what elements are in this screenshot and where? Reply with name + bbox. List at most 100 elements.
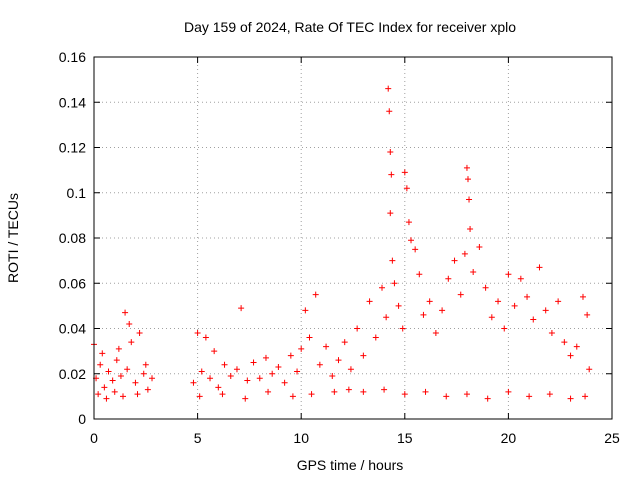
data-point <box>316 361 323 368</box>
data-point <box>463 391 470 398</box>
data-point <box>345 386 352 393</box>
data-point <box>196 393 203 400</box>
data-point <box>388 171 395 178</box>
data-point <box>524 293 531 300</box>
data-point <box>405 219 412 226</box>
x-tick-label: 5 <box>194 430 202 446</box>
data-point <box>461 250 468 257</box>
data-point <box>117 373 124 380</box>
data-point <box>219 391 226 398</box>
data-point <box>287 352 294 359</box>
data-point <box>103 395 110 402</box>
data-point <box>399 325 406 332</box>
data-point <box>269 370 276 377</box>
data-point <box>329 373 336 380</box>
data-point <box>505 388 512 395</box>
data-point <box>194 330 201 337</box>
data-point <box>109 377 116 384</box>
y-tick-label: 0.14 <box>59 94 86 110</box>
data-point <box>432 330 439 337</box>
data-point <box>561 339 568 346</box>
x-tick-label: 20 <box>501 430 517 446</box>
x-tick-label: 10 <box>293 430 309 446</box>
y-tick-label: 0.08 <box>59 230 86 246</box>
data-point <box>579 293 586 300</box>
data-point <box>207 375 214 382</box>
data-point <box>463 164 470 171</box>
data-point <box>401 391 408 398</box>
data-point <box>244 377 251 384</box>
data-point <box>383 314 390 321</box>
data-point <box>115 345 122 352</box>
y-axis-label: ROTI / TECUs <box>5 193 21 283</box>
data-point <box>439 307 446 314</box>
data-point <box>221 361 228 368</box>
data-point <box>426 298 433 305</box>
data-point <box>536 264 543 271</box>
data-point <box>467 225 474 232</box>
y-tick-label: 0.16 <box>59 49 86 65</box>
data-point <box>198 368 205 375</box>
data-point <box>573 343 580 350</box>
data-point <box>312 291 319 298</box>
data-point <box>95 391 102 398</box>
data-point <box>124 366 131 373</box>
data-point <box>294 368 301 375</box>
x-tick-label: 0 <box>90 430 98 446</box>
data-point <box>470 268 477 275</box>
data-point <box>386 108 393 115</box>
data-point <box>403 185 410 192</box>
data-point <box>120 393 127 400</box>
data-point <box>238 305 245 312</box>
data-point <box>132 379 139 386</box>
data-point <box>233 366 240 373</box>
data-point <box>144 386 151 393</box>
data-point <box>526 393 533 400</box>
data-point <box>360 388 367 395</box>
y-tick-label: 0 <box>78 411 86 427</box>
data-point <box>306 334 313 341</box>
data-point <box>140 370 147 377</box>
data-point <box>584 311 591 318</box>
data-point <box>354 325 361 332</box>
data-point <box>379 284 386 291</box>
data-point <box>323 343 330 350</box>
data-point <box>476 244 483 251</box>
data-point <box>457 291 464 298</box>
data-point <box>111 388 118 395</box>
data-point <box>445 275 452 282</box>
data-point <box>308 391 315 398</box>
data-point <box>586 366 593 373</box>
data-point <box>484 395 491 402</box>
data-point <box>149 375 156 382</box>
data-point <box>113 357 120 364</box>
data-point <box>542 307 549 314</box>
data-point <box>530 316 537 323</box>
data-point <box>451 257 458 264</box>
data-point <box>97 361 104 368</box>
data-point <box>555 298 562 305</box>
data-point <box>360 352 367 359</box>
data-point <box>126 320 133 327</box>
data-point <box>122 309 129 316</box>
data-point <box>391 280 398 287</box>
y-tick-label: 0.02 <box>59 366 86 382</box>
data-point <box>142 361 149 368</box>
data-point <box>105 368 112 375</box>
x-axis-label: GPS time / hours <box>297 457 404 473</box>
data-point <box>464 176 471 183</box>
y-tick-label: 0.04 <box>59 321 86 337</box>
data-point <box>482 284 489 291</box>
data-point <box>395 302 402 309</box>
data-point <box>289 393 296 400</box>
data-point <box>511 302 518 309</box>
data-point <box>215 384 222 391</box>
grid-layer <box>94 57 612 419</box>
data-point <box>298 345 305 352</box>
data-point <box>443 393 450 400</box>
data-point <box>134 391 141 398</box>
data-points-layer <box>91 85 593 402</box>
data-point <box>227 373 234 380</box>
data-point <box>582 393 589 400</box>
